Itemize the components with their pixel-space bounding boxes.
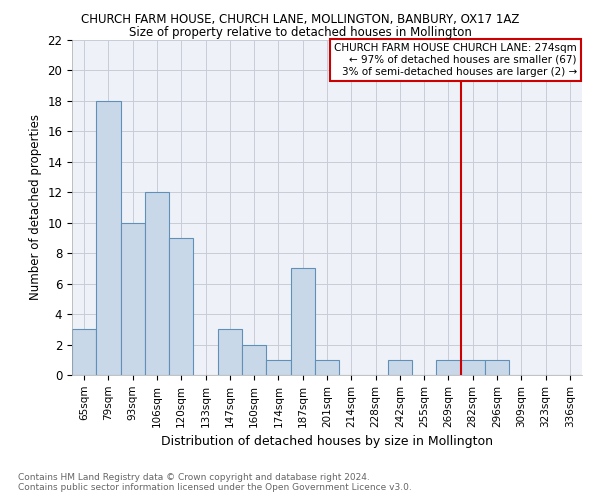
Bar <box>96 101 121 375</box>
Bar <box>145 192 169 375</box>
Bar <box>266 360 290 375</box>
Bar <box>242 344 266 375</box>
Text: Size of property relative to detached houses in Mollington: Size of property relative to detached ho… <box>128 26 472 39</box>
Bar <box>436 360 461 375</box>
Bar <box>121 222 145 375</box>
Bar <box>388 360 412 375</box>
X-axis label: Distribution of detached houses by size in Mollington: Distribution of detached houses by size … <box>161 435 493 448</box>
Bar <box>290 268 315 375</box>
Bar <box>461 360 485 375</box>
Text: CHURCH FARM HOUSE, CHURCH LANE, MOLLINGTON, BANBURY, OX17 1AZ: CHURCH FARM HOUSE, CHURCH LANE, MOLLINGT… <box>81 12 519 26</box>
Text: Contains HM Land Registry data © Crown copyright and database right 2024.
Contai: Contains HM Land Registry data © Crown c… <box>18 473 412 492</box>
Bar <box>169 238 193 375</box>
Bar <box>315 360 339 375</box>
Bar <box>485 360 509 375</box>
Bar <box>72 330 96 375</box>
Text: CHURCH FARM HOUSE CHURCH LANE: 274sqm
← 97% of detached houses are smaller (67)
: CHURCH FARM HOUSE CHURCH LANE: 274sqm ← … <box>334 44 577 76</box>
Bar <box>218 330 242 375</box>
Y-axis label: Number of detached properties: Number of detached properties <box>29 114 42 300</box>
